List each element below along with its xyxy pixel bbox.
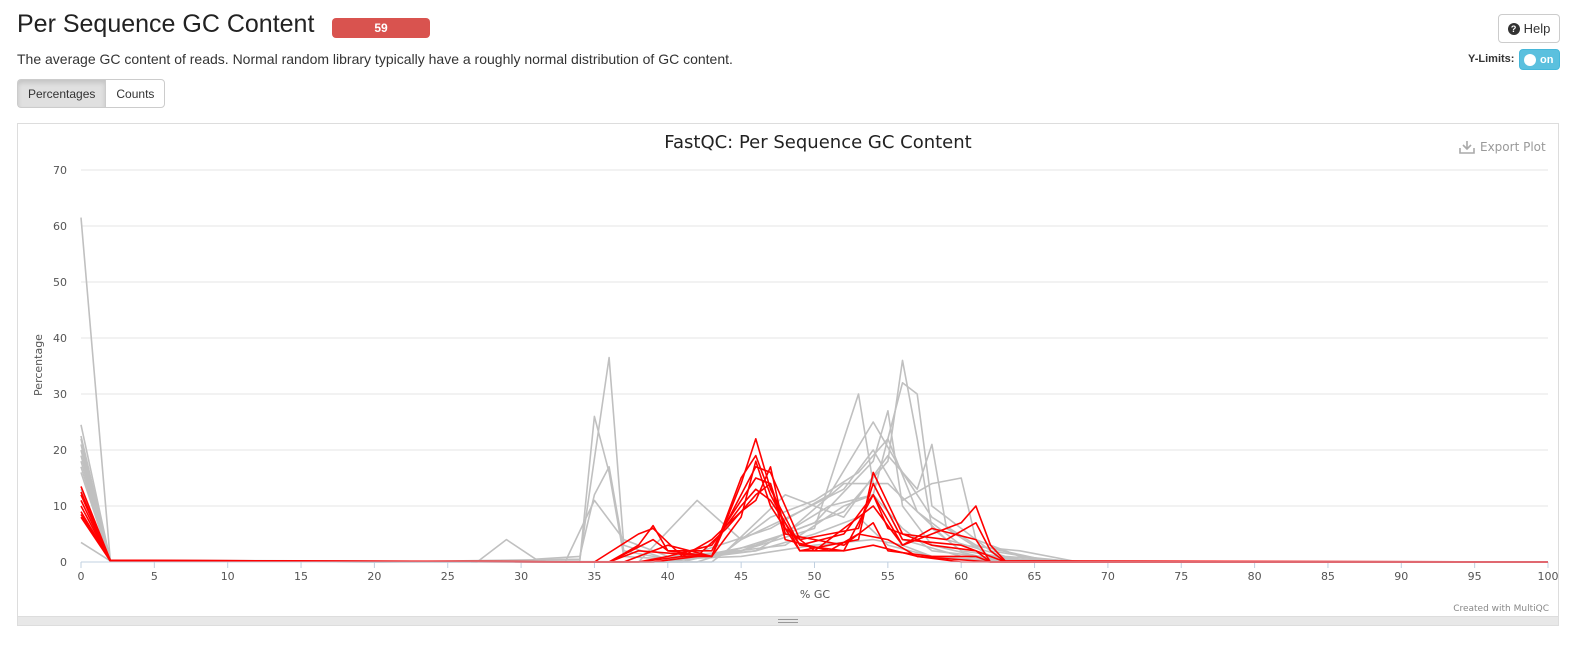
ylimits-label: Y-Limits: [1468, 53, 1515, 65]
ylimits-toggle[interactable]: on [1519, 49, 1560, 70]
y-tick-label: 70 [53, 164, 67, 177]
data-type-tabs: Percentages Counts [17, 79, 166, 108]
y-tick-label: 20 [53, 444, 67, 457]
series-group-pass [80, 217, 1549, 563]
export-plot-button[interactable]: Export Plot [1459, 140, 1546, 154]
download-icon [1459, 141, 1475, 154]
x-tick-label: 90 [1394, 570, 1408, 583]
plot-container: FastQC: Per Sequence GC Content Export P… [17, 123, 1559, 617]
toggle-knob-icon [1524, 53, 1536, 66]
series-line-fail[interactable] [80, 482, 1548, 563]
section-title: Per Sequence GC Content [17, 10, 315, 38]
x-tick-label: 50 [808, 570, 822, 583]
x-tick-label: 35 [587, 570, 601, 583]
x-axis-label: % GC [800, 588, 830, 601]
series-line-pass[interactable] [80, 455, 1548, 563]
y-tick-label: 0 [60, 556, 67, 569]
chart-title: FastQC: Per Sequence GC Content [664, 132, 971, 153]
y-tick-label: 60 [53, 220, 67, 233]
tab-percentages[interactable]: Percentages [17, 79, 106, 108]
question-circle-icon: ? [1507, 22, 1520, 35]
series-line-pass[interactable] [80, 359, 1548, 563]
series-line-fail[interactable] [80, 477, 1548, 563]
x-tick-label: 55 [881, 570, 895, 583]
x-tick-label: 60 [954, 570, 968, 583]
x-tick-label: 70 [1101, 570, 1115, 583]
series-line-pass[interactable] [80, 382, 1548, 563]
grip-icon [778, 619, 798, 623]
help-label: Help [1523, 21, 1551, 36]
x-tick-label: 85 [1321, 570, 1335, 583]
y-tick-label: 10 [53, 500, 67, 513]
y-axis-label: Percentage [32, 334, 45, 396]
export-plot-label: Export Plot [1480, 140, 1546, 154]
plot-resize-handle[interactable] [17, 617, 1559, 626]
series-line-pass[interactable] [80, 217, 1548, 563]
grid-lines [81, 169, 1548, 507]
x-tick-label: 100 [1538, 570, 1559, 583]
series-line-pass[interactable] [80, 435, 1548, 563]
series-line-fail[interactable] [80, 460, 1548, 563]
series-line-fail[interactable] [80, 454, 1548, 563]
y-tick-label: 30 [53, 388, 67, 401]
toggle-state-text: on [1540, 53, 1554, 66]
tab-counts[interactable]: Counts [105, 79, 166, 108]
x-tick-label: 10 [221, 570, 235, 583]
x-tick-label: 80 [1248, 570, 1262, 583]
multiqc-credit: Created with MultiQC [1453, 604, 1549, 614]
series-line-pass[interactable] [80, 356, 1548, 563]
x-tick-label: 65 [1028, 570, 1042, 583]
status-progress-bar[interactable]: 59 [332, 18, 430, 38]
status-count: 59 [374, 21, 388, 35]
x-tick-label: 40 [661, 570, 675, 583]
y-tick-label: 40 [53, 332, 67, 345]
series-line-fail[interactable] [80, 438, 1549, 563]
x-tick-label: 0 [78, 570, 85, 583]
series-line-pass[interactable] [80, 438, 1548, 563]
series-line-fail[interactable] [80, 466, 1548, 563]
gc-content-chart: FastQC: Per Sequence GC Content Export P… [32, 132, 1559, 614]
x-axis-ticks: 0 5 10 15 20 25 30 35 40 45 50 55 60 65 70 75 80 85 90 95 10… [78, 562, 1559, 583]
y-tick-label: 50 [53, 276, 67, 289]
series-line-fail[interactable] [80, 488, 1548, 563]
x-tick-label: 75 [1174, 570, 1188, 583]
x-tick-label: 15 [294, 570, 308, 583]
x-tick-label: 45 [734, 570, 748, 583]
y-axis-ticks: 0 10 20 30 40 50 60 70 [53, 164, 67, 569]
series-line-fail[interactable] [80, 466, 1548, 563]
x-tick-label: 5 [151, 570, 158, 583]
x-tick-label: 95 [1468, 570, 1482, 583]
series-group-fail [80, 438, 1549, 563]
x-tick-label: 30 [514, 570, 528, 583]
section-description: The average GC content of reads. Normal … [17, 51, 733, 67]
help-button[interactable]: ? Help [1498, 14, 1560, 43]
x-tick-label: 25 [441, 570, 455, 583]
x-tick-label: 20 [367, 570, 381, 583]
